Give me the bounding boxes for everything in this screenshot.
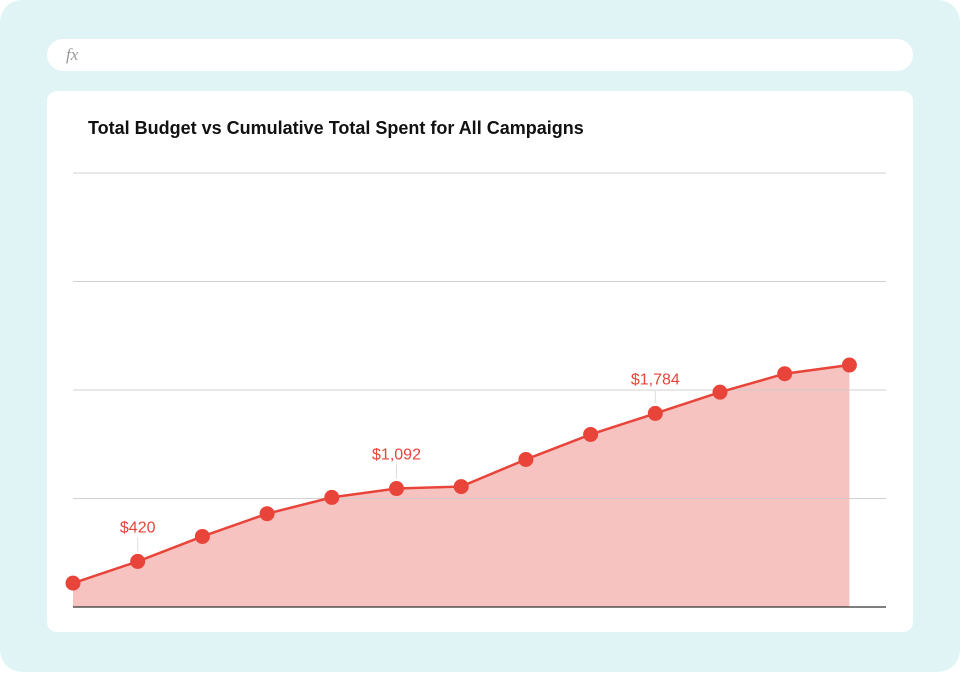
- plot: $420 $1,092 $1,784: [65, 172, 886, 608]
- chart-title: Total Budget vs Cumulative Total Spent f…: [88, 118, 584, 138]
- formula-bar[interactable]: [47, 39, 913, 71]
- point: [712, 384, 728, 400]
- point: [841, 357, 857, 373]
- point: [518, 451, 534, 467]
- point: [583, 426, 599, 442]
- data-label: $1,784: [631, 372, 680, 389]
- point: [130, 553, 146, 569]
- point: [324, 489, 340, 505]
- point: [777, 366, 793, 382]
- area-fill: [73, 365, 850, 607]
- point: [389, 481, 404, 497]
- point: [194, 528, 210, 544]
- data-label: $420: [120, 520, 156, 537]
- data-label: $1,092: [372, 447, 421, 464]
- point: [647, 405, 663, 421]
- point: [259, 506, 275, 522]
- point: [65, 575, 81, 591]
- fx-label: fx: [66, 45, 79, 64]
- point: [453, 479, 469, 495]
